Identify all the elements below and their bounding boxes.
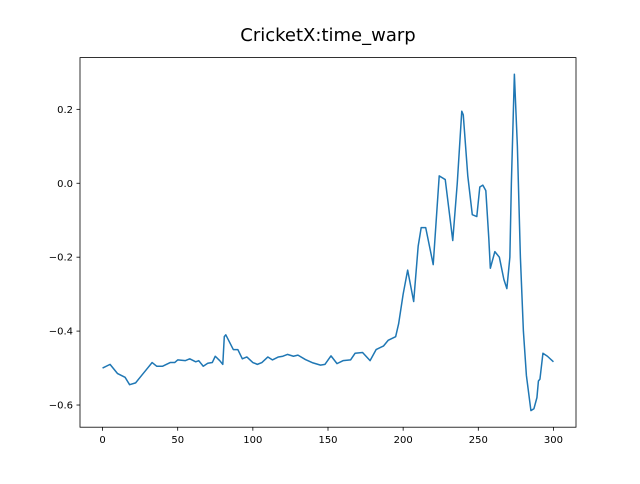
x-tick-label: 100 [243,435,262,446]
x-tick-label: 200 [394,435,413,446]
y-tick-label: 0.0 [57,179,73,190]
x-tick-label: 150 [318,435,337,446]
y-tick-label: −0.4 [49,327,73,338]
data-line [102,73,554,412]
x-tick-label: 0 [99,435,105,446]
x-tick-label: 250 [469,435,488,446]
x-tick-label: 50 [171,435,184,446]
y-tick-label: 0.2 [57,105,73,116]
y-tick-label: −0.2 [49,253,73,264]
x-tick-label: 300 [544,435,563,446]
y-tick-label: −0.6 [49,401,73,412]
chart-title: CricketX:time_warp [240,25,415,46]
plot-frame [79,57,577,428]
